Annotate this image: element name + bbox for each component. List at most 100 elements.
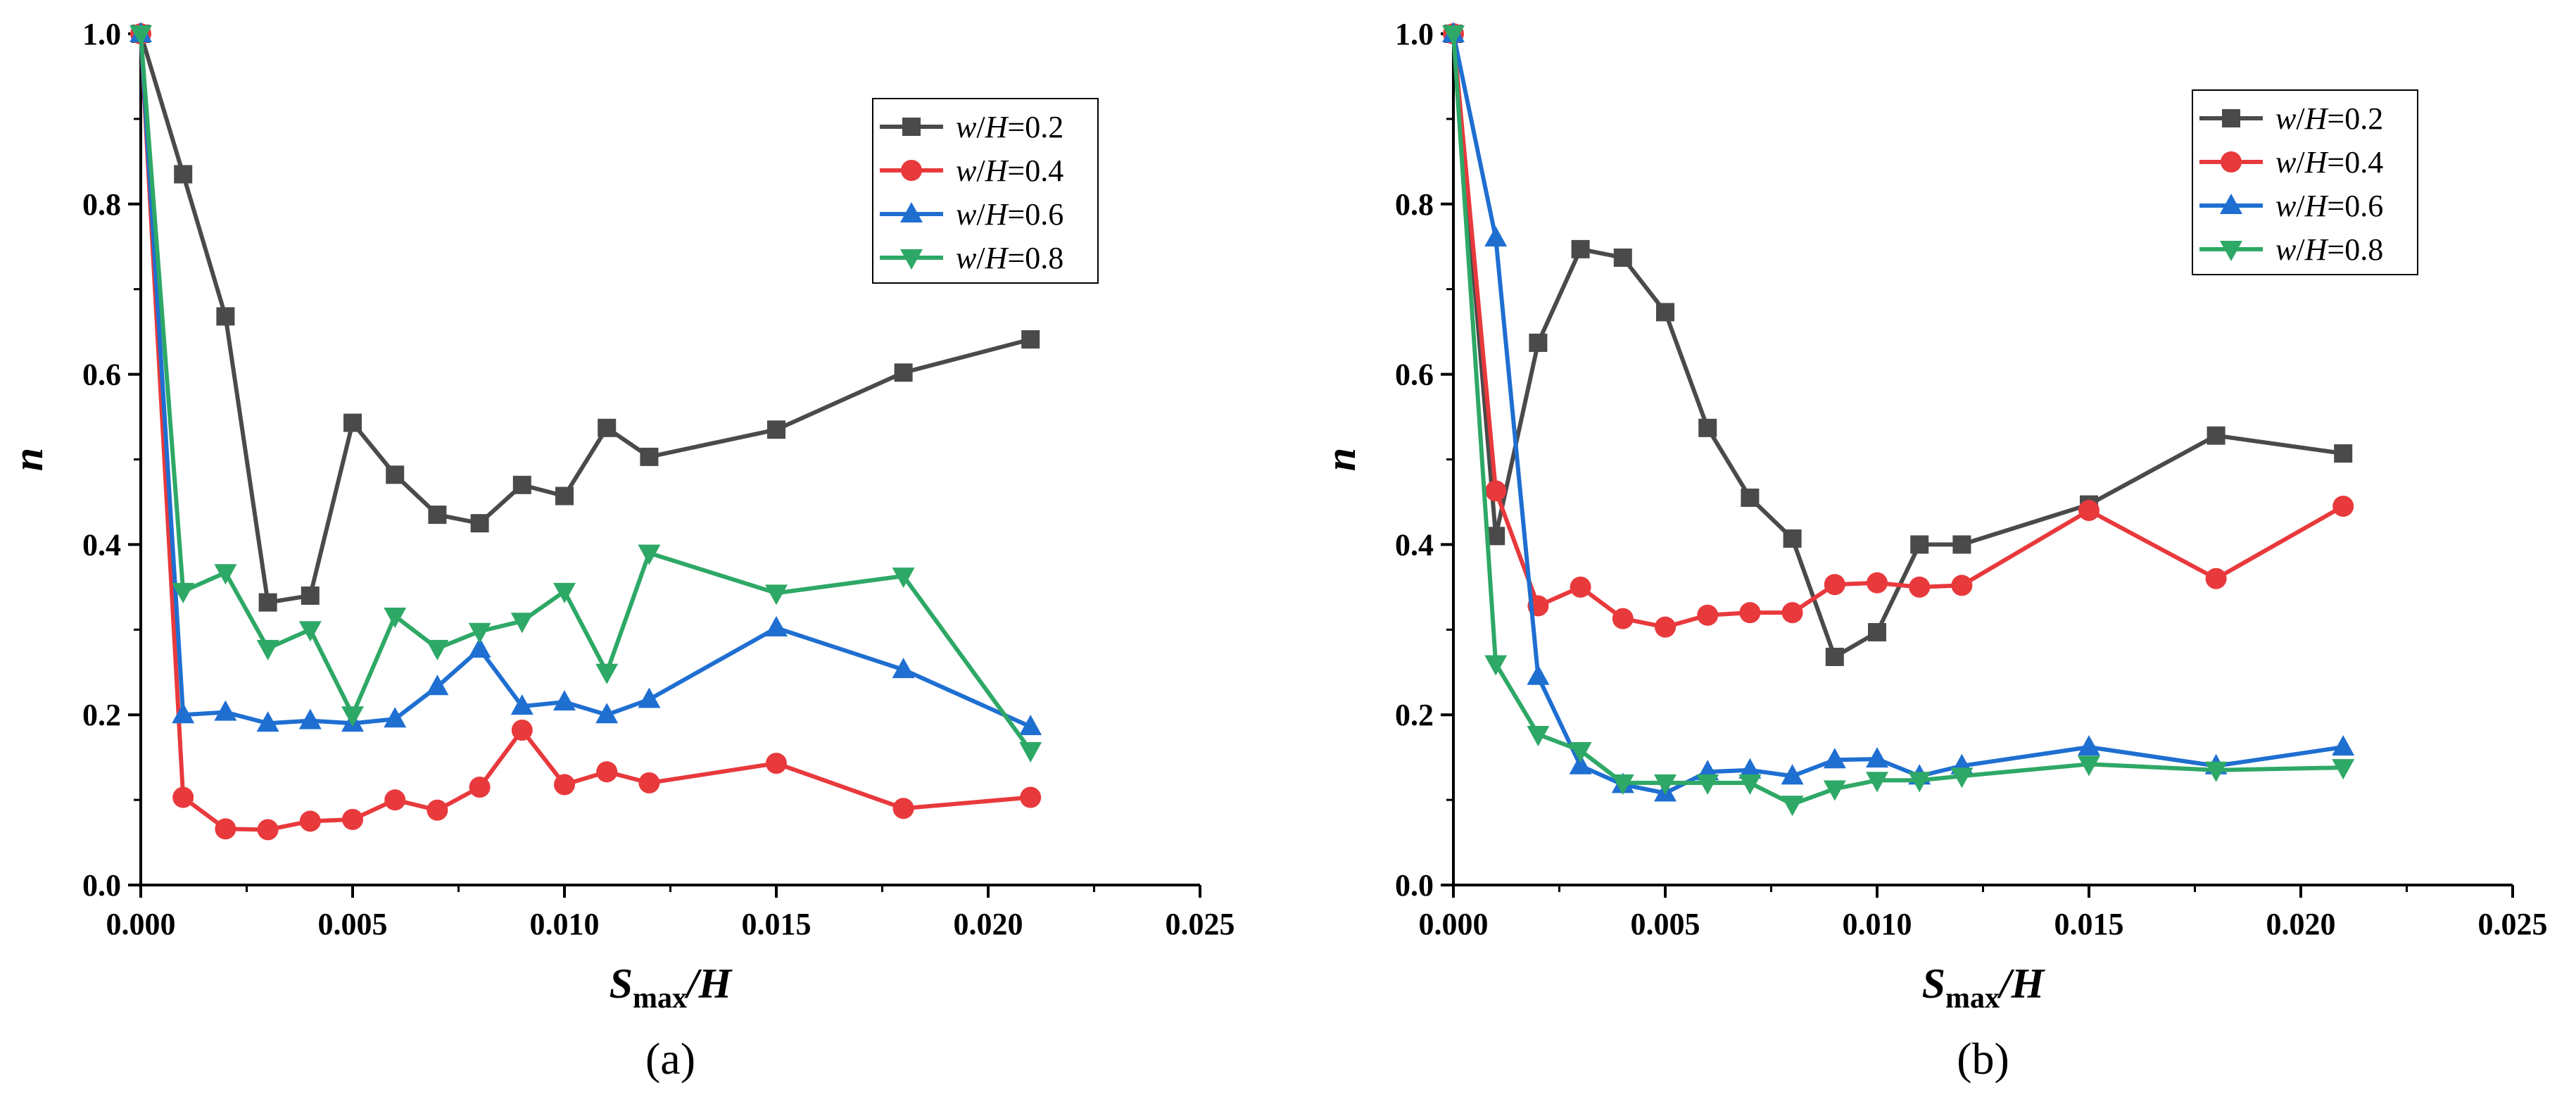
legend-marker: [2220, 241, 2242, 261]
x-axis-title-main: S: [1922, 960, 1945, 1007]
legend-label-part: =0.6: [1007, 197, 1063, 232]
x-tick-label: 0.000: [1419, 907, 1489, 941]
legend-label: w/H=0.8: [2275, 232, 2383, 267]
data-point: [2332, 759, 2355, 780]
data-point: [596, 761, 618, 783]
legend-label-part: H: [985, 241, 1009, 275]
data-point: [1824, 574, 1845, 596]
data-point: [1781, 764, 1804, 785]
y-tick-label: 0.0: [1395, 868, 1434, 903]
data-point: [512, 475, 531, 494]
y-tick-label: 0.8: [1395, 187, 1434, 222]
y-tick-label: 0.6: [82, 358, 121, 392]
data-point: [215, 818, 236, 840]
data-point: [1656, 303, 1674, 322]
data-point: [1952, 535, 1971, 554]
data-point: [1020, 786, 1042, 808]
y-axis-title: n: [1318, 448, 1364, 471]
legend-label-part: /: [976, 197, 985, 232]
data-point: [2204, 761, 2228, 782]
series-w/H=0.4: [130, 23, 1042, 841]
series-line: [1451, 33, 2344, 629]
x-axis-title: Smax/H: [610, 960, 733, 1015]
legend-label-part: H: [985, 197, 1009, 232]
legend-entry: w/H=0.4: [880, 153, 1063, 188]
data-point: [1021, 330, 1040, 349]
data-point: [258, 593, 277, 612]
data-point: [2332, 735, 2355, 756]
data-point: [174, 165, 193, 184]
x-tick-label: 0.015: [742, 907, 812, 941]
legend-label: w/H=0.2: [956, 110, 1063, 144]
series-line: [139, 33, 1031, 605]
series-line: [1451, 33, 2344, 659]
data-point: [2078, 755, 2100, 777]
panel-label: (a): [645, 1034, 695, 1084]
data-point: [1613, 248, 1632, 267]
legend-marker: [901, 160, 922, 181]
legend-entry: w/H=0.8: [2199, 232, 2383, 267]
x-tick-label: 0.010: [1843, 907, 1912, 941]
x-axis-title-sub: max: [1945, 982, 2000, 1015]
legend-label-part: w: [2275, 101, 2297, 136]
data-point: [428, 506, 447, 525]
data-point: [892, 798, 914, 820]
data-point: [2078, 735, 2100, 756]
data-point: [1823, 748, 1846, 769]
data-point: [1909, 576, 1931, 598]
legend-marker: [900, 202, 923, 222]
data-point: [1484, 655, 1508, 676]
legend-label-part: /: [976, 153, 985, 188]
data-point: [1697, 604, 1719, 626]
legend-label-part: =0.4: [1007, 153, 1063, 188]
legend-entry: w/H=0.2: [880, 110, 1063, 144]
data-point: [2205, 567, 2227, 589]
data-point: [172, 786, 194, 808]
legend-label-part: /: [2296, 145, 2305, 180]
legend-marker: [2221, 151, 2242, 172]
data-point: [595, 663, 619, 684]
data-point: [511, 719, 533, 741]
legend-label-part: =0.8: [2327, 232, 2383, 267]
legend-label-part: w: [2275, 189, 2297, 223]
data-point: [1696, 774, 1719, 795]
legend: w/H=0.2w/H=0.4w/H=0.6w/H=0.8: [872, 98, 1099, 284]
data-point: [767, 420, 785, 439]
data-point: [1866, 747, 1888, 768]
data-point: [1569, 753, 1592, 774]
legend-marker: [2222, 109, 2240, 127]
data-point: [1950, 767, 1974, 789]
data-point: [1527, 726, 1550, 747]
legend-label-part: H: [2304, 145, 2329, 180]
data-point: [2206, 426, 2225, 445]
data-point: [638, 772, 660, 794]
data-point: [765, 615, 788, 636]
data-point: [1569, 741, 1592, 763]
data-point: [766, 753, 787, 774]
data-point: [1698, 418, 1717, 437]
data-point: [1739, 602, 1761, 624]
series-w/H=0.6: [130, 22, 1042, 736]
legend-label-part: w: [956, 110, 977, 144]
x-tick-label: 0.020: [954, 907, 1023, 941]
data-point: [256, 639, 279, 660]
data-point: [1442, 25, 1465, 46]
data-point: [1951, 575, 1973, 596]
y-tick-label: 1.0: [1395, 17, 1434, 51]
data-point: [2332, 495, 2354, 517]
data-point: [555, 487, 574, 506]
chart-panel-b: 0.000 0.005 0.010 0.015 0.020 0.025 0.0 0.2 0.4 0…: [1318, 17, 2548, 1084]
x-axis-title-main: S: [610, 960, 633, 1007]
data-point: [216, 307, 235, 326]
x-tick-label: 0.025: [2478, 907, 2548, 941]
data-point: [468, 637, 491, 658]
legend-label-part: H: [985, 110, 1009, 144]
data-point: [1783, 529, 1802, 548]
series-w/H=0.8: [1442, 25, 2355, 817]
series-w/H=0.4: [1443, 23, 2354, 638]
x-tick-label: 0.025: [1166, 907, 1235, 941]
legend-label-part: H: [2304, 101, 2329, 136]
data-point: [2334, 444, 2353, 463]
data-point: [257, 819, 279, 841]
